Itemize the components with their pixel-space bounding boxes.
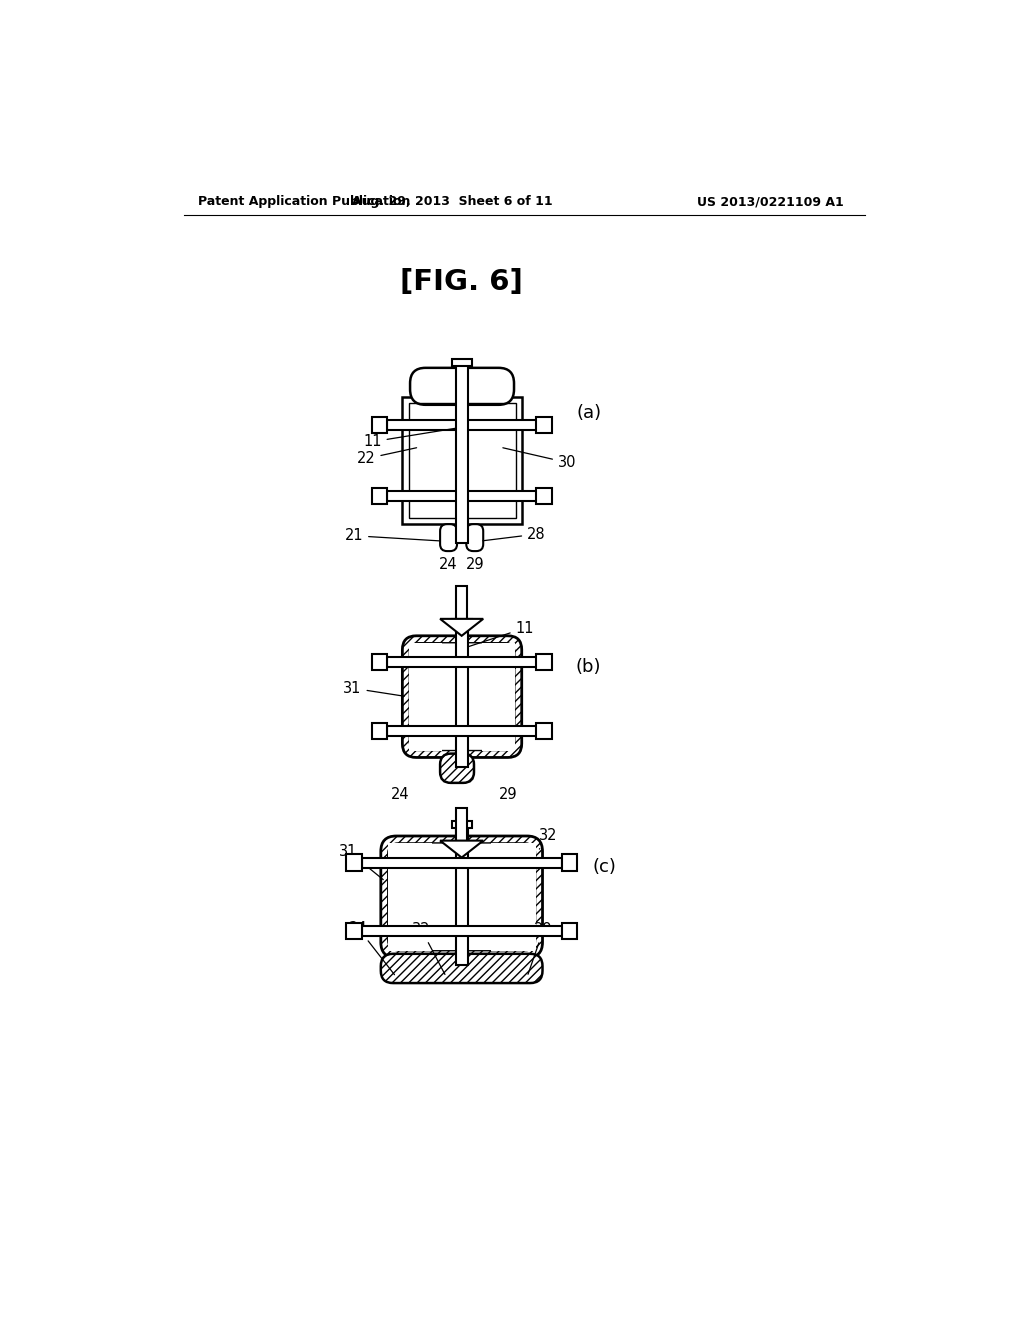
Text: 30: 30	[503, 447, 577, 470]
Text: Patent Application Publication: Patent Application Publication	[199, 195, 411, 209]
Bar	[372, 655, 387, 671]
Bar	[346, 923, 361, 940]
Bar	[537, 655, 552, 671]
Bar	[481, 643, 515, 751]
Text: 11: 11	[364, 429, 455, 449]
Text: 21: 21	[344, 528, 440, 544]
FancyBboxPatch shape	[388, 843, 536, 950]
Bar	[537, 723, 552, 739]
Bar	[452, 821, 472, 829]
Bar	[562, 923, 578, 940]
Text: (b): (b)	[575, 657, 601, 676]
FancyBboxPatch shape	[402, 636, 521, 758]
Text: 11: 11	[453, 826, 471, 847]
Bar	[457, 808, 467, 841]
Bar	[452, 619, 472, 627]
Bar	[537, 417, 552, 433]
Text: [FIG. 6]: [FIG. 6]	[400, 268, 523, 296]
Text: 28: 28	[483, 527, 546, 541]
Text: 24: 24	[391, 787, 410, 803]
Text: 29: 29	[466, 557, 484, 573]
FancyBboxPatch shape	[410, 643, 515, 751]
Bar	[537, 488, 552, 504]
Bar	[372, 488, 387, 504]
Text: 31: 31	[339, 843, 383, 879]
Text: 24: 24	[439, 557, 458, 573]
Bar	[410, 643, 442, 751]
Bar	[402, 397, 521, 524]
Text: 29: 29	[528, 923, 553, 974]
FancyBboxPatch shape	[466, 524, 483, 552]
Bar	[372, 417, 387, 433]
Text: 31: 31	[343, 681, 404, 696]
Text: 29: 29	[499, 787, 517, 803]
Bar	[387, 420, 538, 430]
FancyBboxPatch shape	[381, 954, 543, 983]
Text: (a): (a)	[577, 404, 601, 421]
Bar	[346, 854, 361, 871]
Bar	[387, 657, 538, 668]
Bar	[456, 364, 468, 544]
Bar	[562, 854, 578, 871]
Polygon shape	[440, 619, 483, 636]
Text: (c): (c)	[592, 858, 616, 875]
Text: 24: 24	[349, 921, 394, 974]
Text: US 2013/0221109 A1: US 2013/0221109 A1	[697, 195, 844, 209]
Bar	[361, 927, 562, 936]
Bar	[456, 627, 468, 767]
Text: Aug. 29, 2013  Sheet 6 of 11: Aug. 29, 2013 Sheet 6 of 11	[352, 195, 553, 209]
FancyBboxPatch shape	[410, 368, 514, 405]
Bar	[388, 843, 432, 950]
Text: 22: 22	[356, 447, 417, 466]
Bar	[457, 586, 467, 619]
Bar	[387, 726, 538, 737]
Text: 11: 11	[469, 620, 535, 647]
Text: 32: 32	[539, 829, 557, 849]
Bar	[372, 723, 387, 739]
Polygon shape	[440, 841, 483, 858]
Bar	[409, 404, 515, 517]
Bar	[387, 491, 538, 502]
Bar	[452, 359, 472, 367]
FancyBboxPatch shape	[440, 754, 474, 783]
FancyBboxPatch shape	[381, 836, 543, 958]
Bar	[490, 843, 536, 950]
Bar	[361, 858, 562, 867]
FancyBboxPatch shape	[440, 524, 457, 552]
Text: 32: 32	[413, 923, 445, 974]
Bar	[456, 829, 468, 965]
